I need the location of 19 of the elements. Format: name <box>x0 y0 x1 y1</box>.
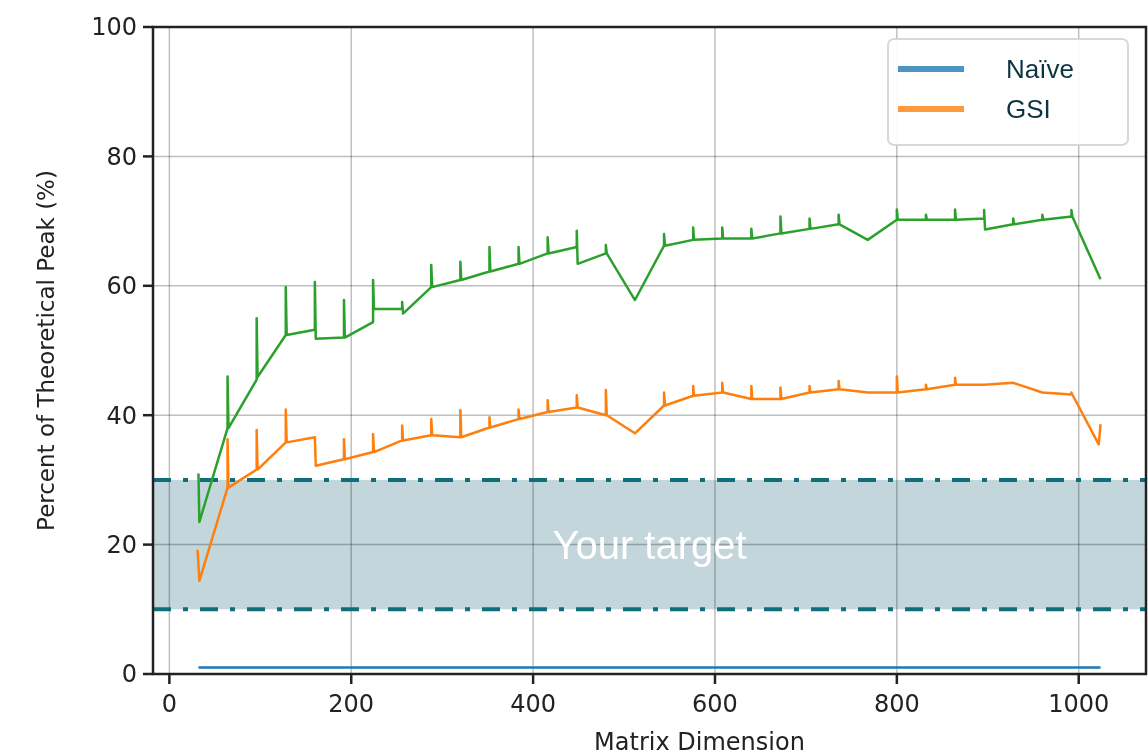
x-tick-label: 800 <box>873 690 920 718</box>
legend-label: Naïve <box>1006 54 1074 85</box>
y-tick-label: 20 <box>106 531 137 559</box>
legend-label: GSI <box>1006 94 1051 125</box>
line-series <box>196 375 1102 583</box>
y-tick-label: 40 <box>106 401 137 430</box>
x-tick-label: 400 <box>510 690 557 718</box>
x-tick-label: 0 <box>161 690 178 718</box>
y-axis-title: Percent of Theoretical Peak (%) <box>33 170 59 531</box>
y-tick-label: 0 <box>121 660 137 689</box>
y-tick-label: 60 <box>106 272 137 301</box>
x-axis-title: Matrix Dimension <box>594 728 805 755</box>
x-tick-label: 600 <box>692 690 738 718</box>
y-tick-label: 80 <box>106 142 137 171</box>
band-label: Your target <box>552 522 747 567</box>
y-tick-label: 100 <box>91 13 137 42</box>
line-series <box>197 208 1102 524</box>
x-tick-label: 1000 <box>1048 690 1110 718</box>
x-tick-label: 200 <box>328 690 375 718</box>
